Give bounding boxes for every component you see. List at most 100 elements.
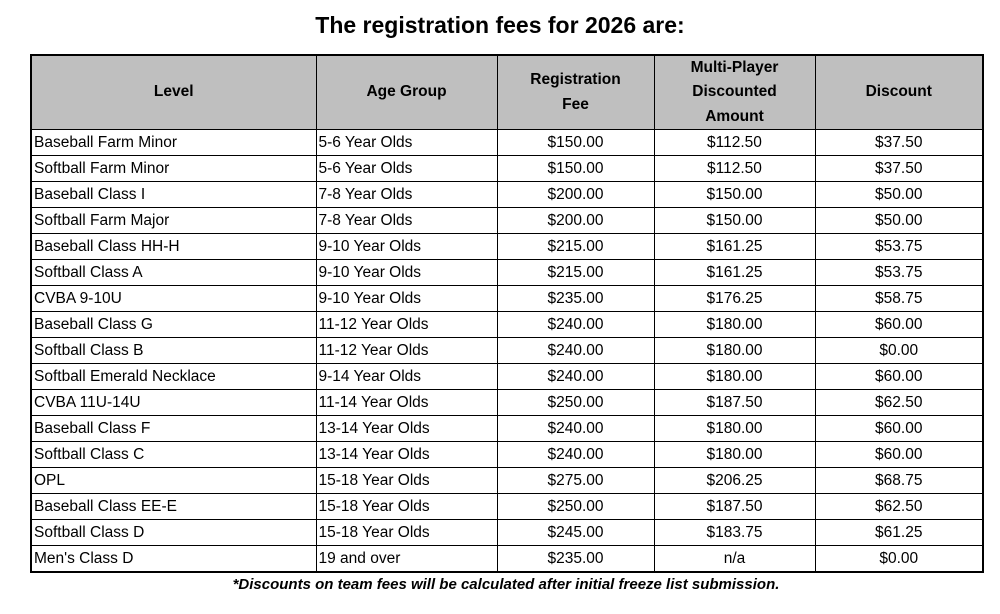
table-cell: $240.00 bbox=[496, 415, 655, 442]
table-cell: n/a bbox=[653, 545, 816, 573]
table-row: Softball Class A 9-10 Year Olds $215.00 $16… bbox=[30, 259, 984, 286]
table-row: Softball Class D 15-18 Year Olds $245.00 $1… bbox=[30, 519, 984, 546]
fees-table-container: Level Age Group Registration Fee Multi-Play… bbox=[30, 54, 984, 573]
table-cell: Softball Class C bbox=[30, 441, 317, 468]
table-cell: $240.00 bbox=[496, 337, 655, 364]
table-cell: Softball Farm Major bbox=[30, 207, 317, 234]
table-cell: 13-14 Year Olds bbox=[315, 415, 498, 442]
table-cell: $58.75 bbox=[814, 285, 984, 312]
table-row: Baseball Class G 11-12 Year Olds $240.00 $1… bbox=[30, 311, 984, 338]
table-cell: $60.00 bbox=[814, 311, 984, 338]
table-cell: $37.50 bbox=[814, 155, 984, 182]
table-cell: 7-8 Year Olds bbox=[315, 181, 498, 208]
table-cell: $150.00 bbox=[496, 129, 655, 156]
table-cell: $200.00 bbox=[496, 181, 655, 208]
table-cell: Baseball Class G bbox=[30, 311, 317, 338]
column-header: Discount bbox=[814, 54, 984, 130]
table-cell: 7-8 Year Olds bbox=[315, 207, 498, 234]
column-header: Multi-Player Discounted Amount bbox=[653, 54, 816, 130]
table-cell: Softball Class B bbox=[30, 337, 317, 364]
column-header: Registration Fee bbox=[496, 54, 655, 130]
table-cell: Men's Class D bbox=[30, 545, 317, 573]
table-cell: $150.00 bbox=[653, 181, 816, 208]
table-cell: Baseball Class HH-H bbox=[30, 233, 317, 260]
table-cell: $0.00 bbox=[814, 545, 984, 573]
table-row: Baseball Class EE-E 15-18 Year Olds $250.0… bbox=[30, 493, 984, 520]
table-cell: Baseball Class I bbox=[30, 181, 317, 208]
table-cell: Softball Farm Minor bbox=[30, 155, 317, 182]
table-cell: $161.25 bbox=[653, 259, 816, 286]
table-row: Baseball Farm Minor 5-6 Year Olds $150.00 $… bbox=[30, 129, 984, 156]
table-cell: Softball Emerald Necklace bbox=[30, 363, 317, 390]
table-cell: 11-12 Year Olds bbox=[315, 337, 498, 364]
table-row: Men's Class D 19 and over $235.00 n/a $0.00 bbox=[30, 545, 984, 573]
table-cell: $68.75 bbox=[814, 467, 984, 494]
table-cell: $200.00 bbox=[496, 207, 655, 234]
table-cell: $187.50 bbox=[653, 493, 816, 520]
table-cell: $183.75 bbox=[653, 519, 816, 546]
table-cell: Baseball Class F bbox=[30, 415, 317, 442]
table-cell: $150.00 bbox=[496, 155, 655, 182]
table-cell: $180.00 bbox=[653, 415, 816, 442]
table-row: Softball Farm Minor 5-6 Year Olds $150.00 $… bbox=[30, 155, 984, 182]
table-row: CVBA 9-10U 9-10 Year Olds $235.00 $176.25 $5… bbox=[30, 285, 984, 312]
table-row: Softball Emerald Necklace 9-14 Year Olds $… bbox=[30, 363, 984, 390]
table-cell: $62.50 bbox=[814, 493, 984, 520]
table-cell: Softball Class D bbox=[30, 519, 317, 546]
table-cell: $60.00 bbox=[814, 363, 984, 390]
table-cell: $275.00 bbox=[496, 467, 655, 494]
table-cell: 9-10 Year Olds bbox=[315, 285, 498, 312]
table-body: Baseball Farm Minor 5-6 Year Olds $150.00 $… bbox=[30, 129, 984, 573]
table-cell: $180.00 bbox=[653, 311, 816, 338]
table-cell: $206.25 bbox=[653, 467, 816, 494]
table-row: Baseball Class F 13-14 Year Olds $240.00 $1… bbox=[30, 415, 984, 442]
table-row: OPL 15-18 Year Olds $275.00 $206.25 $68.75 bbox=[30, 467, 984, 494]
footnote: *Discounts on team fees will be calculat… bbox=[232, 576, 780, 593]
table-cell: $215.00 bbox=[496, 233, 655, 260]
table-cell: $180.00 bbox=[653, 363, 816, 390]
table-cell: 13-14 Year Olds bbox=[315, 441, 498, 468]
column-header: Level bbox=[30, 54, 317, 130]
table-row: Baseball Class HH-H 9-10 Year Olds $215.00… bbox=[30, 233, 984, 260]
table-cell: 5-6 Year Olds bbox=[315, 129, 498, 156]
table-cell: $215.00 bbox=[496, 259, 655, 286]
table-cell: $53.75 bbox=[814, 233, 984, 260]
table-row: Baseball Class I 7-8 Year Olds $200.00 $150… bbox=[30, 181, 984, 208]
table-row: CVBA 11U-14U 11-14 Year Olds $250.00 $187.5… bbox=[30, 389, 984, 416]
table-cell: $62.50 bbox=[814, 389, 984, 416]
table-cell: $250.00 bbox=[496, 493, 655, 520]
table-cell: 9-14 Year Olds bbox=[315, 363, 498, 390]
table-cell: $240.00 bbox=[496, 311, 655, 338]
table-cell: $240.00 bbox=[496, 363, 655, 390]
table-cell: $176.25 bbox=[653, 285, 816, 312]
table-cell: $245.00 bbox=[496, 519, 655, 546]
table-cell: 11-12 Year Olds bbox=[315, 311, 498, 338]
table-cell: Softball Class A bbox=[30, 259, 317, 286]
table-cell: $112.50 bbox=[653, 129, 816, 156]
table-cell: $61.25 bbox=[814, 519, 984, 546]
table-cell: $50.00 bbox=[814, 207, 984, 234]
table-cell: $53.75 bbox=[814, 259, 984, 286]
table-cell: 9-10 Year Olds bbox=[315, 259, 498, 286]
table-cell: 11-14 Year Olds bbox=[315, 389, 498, 416]
table-cell: CVBA 11U-14U bbox=[30, 389, 317, 416]
table-cell: Baseball Farm Minor bbox=[30, 129, 317, 156]
table-cell: $180.00 bbox=[653, 441, 816, 468]
table-cell: $112.50 bbox=[653, 155, 816, 182]
table-cell: OPL bbox=[30, 467, 317, 494]
column-header: Age Group bbox=[315, 54, 498, 130]
table-cell: Baseball Class EE-E bbox=[30, 493, 317, 520]
table-cell: 5-6 Year Olds bbox=[315, 155, 498, 182]
table-row: Softball Class B 11-12 Year Olds $240.00 $1… bbox=[30, 337, 984, 364]
table-cell: $235.00 bbox=[496, 285, 655, 312]
table-cell: 15-18 Year Olds bbox=[315, 493, 498, 520]
page-title: The registration fees for 2026 are: bbox=[315, 12, 685, 38]
table-cell: $240.00 bbox=[496, 441, 655, 468]
table-cell: $0.00 bbox=[814, 337, 984, 364]
table-cell: $187.50 bbox=[653, 389, 816, 416]
table-cell: CVBA 9-10U bbox=[30, 285, 317, 312]
table-cell: $161.25 bbox=[653, 233, 816, 260]
table-cell: $180.00 bbox=[653, 337, 816, 364]
table-cell: 19 and over bbox=[315, 545, 498, 573]
table-cell: $250.00 bbox=[496, 389, 655, 416]
